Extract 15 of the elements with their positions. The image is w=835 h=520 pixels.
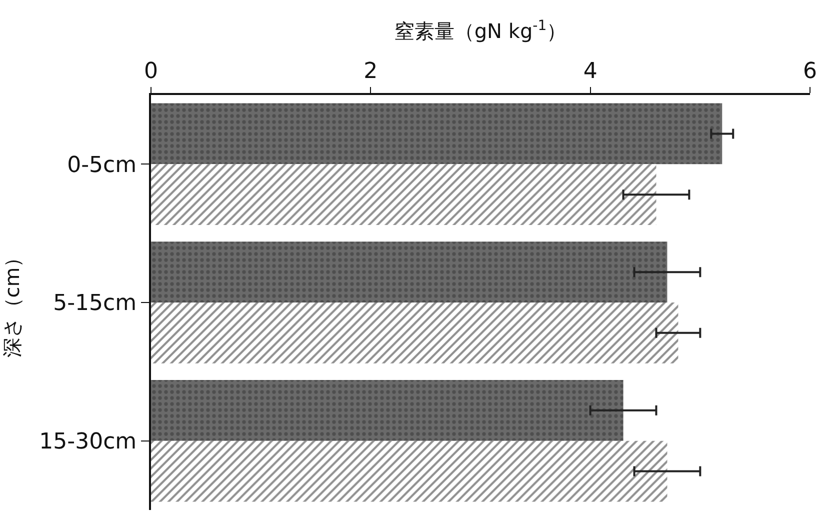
bar: [151, 440, 668, 502]
y-axis-title: 深さ（cm）: [0, 247, 24, 358]
bar: [151, 164, 656, 226]
bar: [151, 380, 624, 441]
bar: [151, 242, 668, 302]
y-tick-label: 15-30cm: [39, 430, 137, 455]
x-tick-label: 6: [803, 59, 817, 84]
bar: [151, 302, 678, 364]
x-tick-label: 0: [144, 59, 158, 84]
x-tick-label: 2: [364, 59, 378, 84]
x-tick-label: 4: [583, 59, 598, 84]
y-tick-label: 5-15cm: [53, 291, 137, 316]
x-axis-title: 窒素量（gN kg$^{-1}$）: [394, 18, 567, 44]
y-tick-label: 0-5cm: [67, 152, 137, 178]
bar: [151, 103, 722, 164]
